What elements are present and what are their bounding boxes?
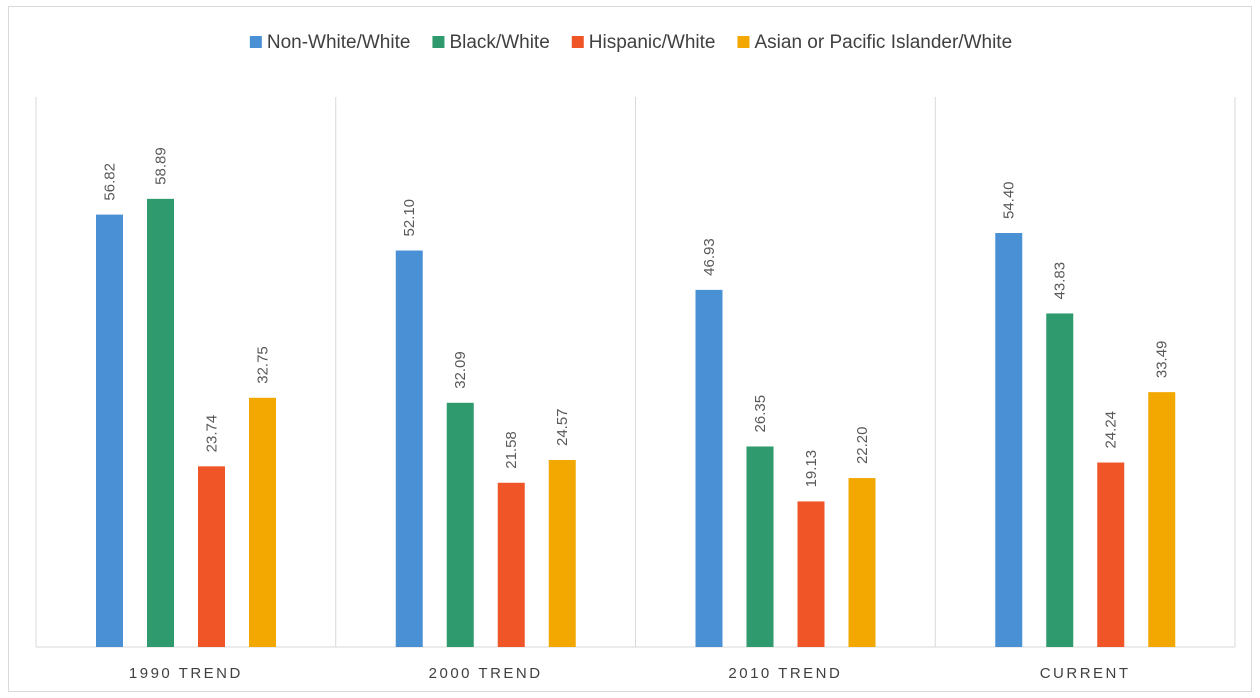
data-label-2-1: 26.35 — [752, 395, 769, 433]
chart-frame: Non-White/White Black/White Hispanic/White… — [8, 6, 1252, 692]
category-label-1: 2000 TREND — [429, 665, 543, 682]
bar-1-2 — [497, 482, 525, 647]
data-label-0-1: 58.89 — [153, 147, 170, 185]
bar-1-3 — [548, 460, 576, 647]
bar-3-3 — [1148, 392, 1176, 647]
bar-3-0 — [995, 233, 1023, 648]
bar-0-1 — [147, 198, 174, 647]
bar-2-1 — [746, 446, 774, 647]
data-label-0-3: 32.75 — [255, 346, 272, 384]
data-label-3-1: 43.83 — [1052, 262, 1069, 300]
legend-label-3: Asian or Pacific Islander/White — [754, 32, 1012, 53]
bar-3-1 — [1046, 313, 1074, 647]
bar-0-3 — [249, 397, 276, 647]
data-label-1-1: 32.09 — [452, 351, 469, 389]
bar-1-1 — [446, 402, 474, 647]
data-label-1-3: 24.57 — [554, 408, 571, 446]
data-label-3-3: 33.49 — [1154, 341, 1171, 379]
data-label-0-0: 56.82 — [102, 163, 119, 201]
data-label-0-2: 23.74 — [204, 415, 221, 453]
bar-1-0 — [395, 250, 423, 648]
data-label-1-2: 21.58 — [503, 431, 520, 469]
bar-2-2 — [797, 501, 825, 647]
data-label-2-3: 22.20 — [854, 427, 871, 465]
category-label-2: 2010 TREND — [728, 665, 842, 682]
data-label-2-2: 19.13 — [803, 450, 820, 488]
legend-label-2: Hispanic/White — [589, 32, 716, 53]
data-label-1-0: 52.10 — [401, 199, 418, 237]
bar-2-0 — [695, 289, 723, 647]
data-label-2-0: 46.93 — [701, 238, 718, 276]
bar-2-3 — [848, 478, 876, 647]
legend-label-0: Non-White/White — [267, 32, 411, 53]
legend-swatch-0 — [249, 36, 262, 48]
data-label-3-0: 54.40 — [1001, 181, 1018, 219]
bar-chart: Non-White/White Black/White Hispanic/White… — [35, 32, 1236, 682]
legend-swatch-3 — [737, 36, 750, 48]
bar-3-2 — [1097, 462, 1125, 647]
bar-0-0 — [96, 214, 123, 647]
bar-0-2 — [198, 466, 225, 647]
legend-swatch-1 — [432, 36, 445, 48]
legend-label-1: Black/White — [449, 32, 549, 53]
category-label-0: 1990 TREND — [129, 665, 243, 682]
category-label-3: CURRENT — [1040, 665, 1131, 682]
legend-swatch-2 — [571, 36, 584, 48]
data-label-3-2: 24.24 — [1103, 411, 1120, 449]
